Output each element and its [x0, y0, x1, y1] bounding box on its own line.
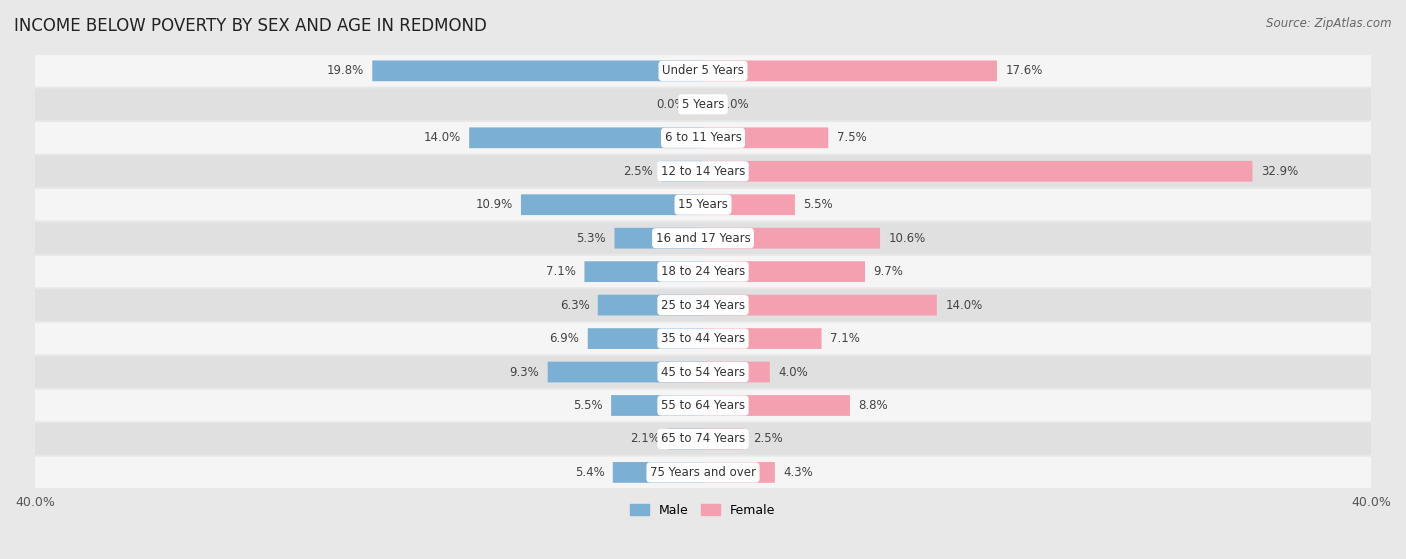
Text: 55 to 64 Years: 55 to 64 Years [661, 399, 745, 412]
FancyBboxPatch shape [35, 423, 1371, 454]
Text: 25 to 34 Years: 25 to 34 Years [661, 299, 745, 311]
Text: INCOME BELOW POVERTY BY SEX AND AGE IN REDMOND: INCOME BELOW POVERTY BY SEX AND AGE IN R… [14, 17, 486, 35]
FancyBboxPatch shape [703, 429, 745, 449]
Text: 0.0%: 0.0% [657, 98, 686, 111]
Text: 10.6%: 10.6% [889, 231, 925, 245]
FancyBboxPatch shape [703, 328, 821, 349]
FancyBboxPatch shape [35, 323, 1371, 354]
FancyBboxPatch shape [522, 195, 703, 215]
FancyBboxPatch shape [703, 127, 828, 148]
Text: 5.4%: 5.4% [575, 466, 605, 479]
FancyBboxPatch shape [703, 161, 1253, 182]
Text: 6.9%: 6.9% [550, 332, 579, 345]
FancyBboxPatch shape [35, 290, 1371, 321]
FancyBboxPatch shape [703, 60, 997, 81]
Text: 75 Years and over: 75 Years and over [650, 466, 756, 479]
Text: 4.0%: 4.0% [778, 366, 808, 378]
FancyBboxPatch shape [35, 457, 1371, 488]
FancyBboxPatch shape [35, 390, 1371, 421]
FancyBboxPatch shape [703, 94, 706, 115]
FancyBboxPatch shape [35, 189, 1371, 220]
FancyBboxPatch shape [700, 94, 703, 115]
Text: Under 5 Years: Under 5 Years [662, 64, 744, 77]
Legend: Male, Female: Male, Female [626, 499, 780, 522]
FancyBboxPatch shape [35, 222, 1371, 254]
Text: 6 to 11 Years: 6 to 11 Years [665, 131, 741, 144]
FancyBboxPatch shape [35, 88, 1371, 120]
Text: 2.5%: 2.5% [754, 433, 783, 446]
FancyBboxPatch shape [548, 362, 703, 382]
Text: 9.7%: 9.7% [873, 265, 903, 278]
Text: 32.9%: 32.9% [1261, 165, 1298, 178]
Text: 8.8%: 8.8% [858, 399, 889, 412]
FancyBboxPatch shape [613, 462, 703, 483]
FancyBboxPatch shape [661, 161, 703, 182]
FancyBboxPatch shape [703, 362, 770, 382]
Text: 7.1%: 7.1% [830, 332, 860, 345]
Text: 14.0%: 14.0% [423, 131, 461, 144]
FancyBboxPatch shape [35, 256, 1371, 287]
FancyBboxPatch shape [668, 429, 703, 449]
Text: 2.1%: 2.1% [630, 433, 659, 446]
Text: 17.6%: 17.6% [1005, 64, 1043, 77]
FancyBboxPatch shape [612, 395, 703, 416]
Text: 19.8%: 19.8% [326, 64, 364, 77]
Text: 15 Years: 15 Years [678, 198, 728, 211]
Text: 7.5%: 7.5% [837, 131, 866, 144]
FancyBboxPatch shape [614, 228, 703, 249]
Text: 10.9%: 10.9% [475, 198, 513, 211]
Text: 7.1%: 7.1% [546, 265, 576, 278]
Text: 65 to 74 Years: 65 to 74 Years [661, 433, 745, 446]
Text: 5.3%: 5.3% [576, 231, 606, 245]
FancyBboxPatch shape [703, 195, 794, 215]
FancyBboxPatch shape [703, 295, 936, 315]
FancyBboxPatch shape [598, 295, 703, 315]
Text: 14.0%: 14.0% [945, 299, 983, 311]
Text: 4.3%: 4.3% [783, 466, 813, 479]
FancyBboxPatch shape [588, 328, 703, 349]
Text: Source: ZipAtlas.com: Source: ZipAtlas.com [1267, 17, 1392, 30]
Text: 12 to 14 Years: 12 to 14 Years [661, 165, 745, 178]
Text: 18 to 24 Years: 18 to 24 Years [661, 265, 745, 278]
FancyBboxPatch shape [703, 462, 775, 483]
FancyBboxPatch shape [703, 228, 880, 249]
FancyBboxPatch shape [373, 60, 703, 81]
Text: 16 and 17 Years: 16 and 17 Years [655, 231, 751, 245]
FancyBboxPatch shape [35, 356, 1371, 388]
Text: 45 to 54 Years: 45 to 54 Years [661, 366, 745, 378]
Text: 2.5%: 2.5% [623, 165, 652, 178]
Text: 9.3%: 9.3% [509, 366, 540, 378]
FancyBboxPatch shape [703, 395, 851, 416]
Text: 5.5%: 5.5% [803, 198, 832, 211]
FancyBboxPatch shape [585, 261, 703, 282]
FancyBboxPatch shape [35, 55, 1371, 87]
FancyBboxPatch shape [35, 155, 1371, 187]
Text: 6.3%: 6.3% [560, 299, 589, 311]
Text: 5.5%: 5.5% [574, 399, 603, 412]
Text: 35 to 44 Years: 35 to 44 Years [661, 332, 745, 345]
FancyBboxPatch shape [703, 261, 865, 282]
Text: 0.0%: 0.0% [720, 98, 749, 111]
Text: 5 Years: 5 Years [682, 98, 724, 111]
FancyBboxPatch shape [35, 122, 1371, 154]
FancyBboxPatch shape [470, 127, 703, 148]
